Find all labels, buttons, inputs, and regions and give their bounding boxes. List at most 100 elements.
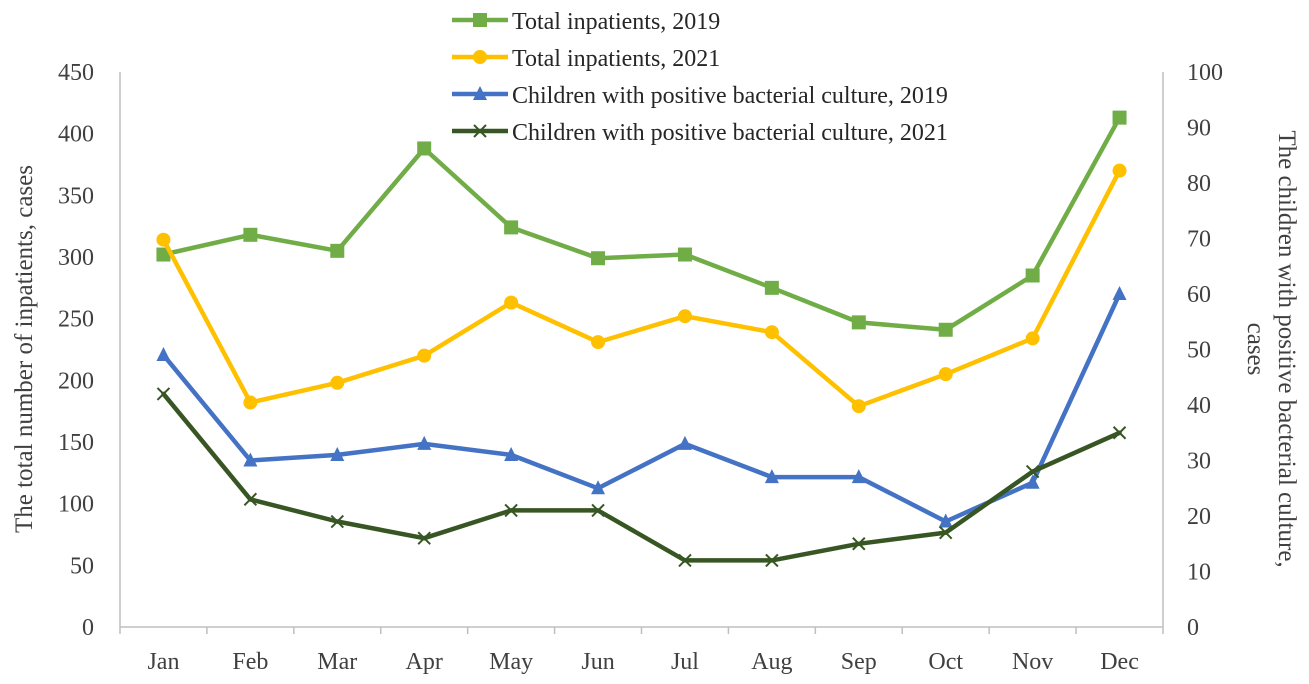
x-tick-label-jul: Jul [671, 649, 699, 675]
x-tick-label-nov: Nov [1012, 649, 1053, 675]
data-point-children-with-positive-bacterial-culture-2021-nov [1025, 464, 1040, 479]
legend-item-total-inpatients-2021: Total inpatients, 2021 [452, 46, 720, 72]
data-point-children-with-positive-bacterial-culture-2019-nov [1025, 474, 1040, 489]
x-tick-label-jun: Jun [581, 649, 614, 675]
data-point-children-with-positive-bacterial-culture-2021-jun [591, 503, 605, 518]
right-y-tick-label-70: 70 [1187, 227, 1211, 253]
x-tick-label-oct: Oct [928, 649, 963, 675]
left-y-tick-label-400: 400 [58, 122, 94, 148]
right-y-tick-label-60: 60 [1187, 282, 1211, 308]
data-point-total-inpatients-2021-nov [1025, 331, 1040, 346]
data-point-total-inpatients-2019-may [504, 220, 519, 235]
data-point-total-inpatients-2021-jul [677, 309, 692, 324]
data-point-children-with-positive-bacterial-culture-2021-feb [243, 492, 258, 507]
series-line-total-inpatients-2019 [161, 115, 1122, 333]
right-axis-title-line-1: The children with positive bacterial cul… [1273, 130, 1300, 567]
data-point-total-inpatients-2019-aug [764, 280, 779, 295]
data-point-children-with-positive-bacterial-culture-2019-aug [764, 469, 779, 484]
data-point-children-with-positive-bacterial-culture-2021-jan [156, 387, 171, 401]
x-tick-label-aug: Aug [751, 649, 792, 675]
data-point-children-with-positive-bacterial-culture-2019-oct [938, 513, 953, 528]
data-point-total-inpatients-2019-dec [1112, 110, 1127, 125]
data-point-children-with-positive-bacterial-culture-2021-may [504, 503, 518, 518]
series-children-with-positive-bacterial-culture-2021 [156, 387, 1127, 568]
legend-item-children-with-positive-bacterial-culture-2019: Children with positive bacterial culture… [452, 83, 948, 109]
series-line-children-with-positive-bacterial-culture-2021 [161, 391, 1122, 563]
legend-label: Children with positive bacterial culture… [512, 120, 948, 146]
data-point-children-with-positive-bacterial-culture-2019-apr [417, 435, 432, 450]
left-y-tick-label-350: 350 [58, 183, 94, 209]
left-y-tick-label-0: 0 [82, 615, 94, 641]
data-point-children-with-positive-bacterial-culture-2019-jan [156, 347, 171, 362]
right-y-tick-label-50: 50 [1187, 338, 1211, 364]
data-point-total-inpatients-2019-jul [677, 247, 692, 262]
legend: Total inpatients, 2019 Total inpatients, … [452, 9, 948, 146]
x-tick-label-sep: Sep [841, 649, 877, 675]
data-point-total-inpatients-2019-mar [330, 243, 345, 258]
data-point-total-inpatients-2021-feb [243, 395, 258, 410]
left-y-tick-label-250: 250 [58, 307, 94, 333]
series-total-inpatients-2021 [156, 163, 1127, 414]
data-point-total-inpatients-2019-jan [156, 247, 171, 262]
legend-label: Total inpatients, 2021 [512, 46, 720, 72]
right-y-tick-label-20: 20 [1187, 504, 1211, 530]
series-children-with-positive-bacterial-culture-2019 [156, 286, 1127, 528]
data-point-children-with-positive-bacterial-culture-2021-mar [330, 514, 344, 529]
right-y-tick-label-10: 10 [1187, 560, 1211, 586]
data-point-total-inpatients-2021-may [504, 295, 519, 310]
data-point-children-with-positive-bacterial-culture-2021-apr [417, 531, 431, 545]
data-point-total-inpatients-2019-jun [591, 251, 606, 266]
data-point-children-with-positive-bacterial-culture-2021-dec [1112, 426, 1127, 440]
data-point-total-inpatients-2021-mar [330, 375, 345, 390]
left-y-tick-label-450: 450 [58, 60, 94, 86]
data-point-total-inpatients-2019-apr [417, 141, 432, 156]
data-point-children-with-positive-bacterial-culture-2019-sep [851, 469, 866, 484]
right-y-tick-label-90: 90 [1187, 116, 1211, 142]
data-point-total-inpatients-2019-sep [851, 315, 866, 330]
data-point-children-with-positive-bacterial-culture-2019-jun [591, 480, 606, 495]
legend-marker [473, 50, 487, 64]
data-point-total-inpatients-2021-jun [591, 335, 606, 350]
right-axis-title-line-2: cases [1242, 323, 1269, 376]
data-point-total-inpatients-2019-feb [243, 227, 258, 242]
legend-marker [473, 86, 487, 100]
x-tick-label-apr: Apr [406, 649, 443, 675]
data-point-total-inpatients-2021-sep [851, 399, 866, 414]
data-point-children-with-positive-bacterial-culture-2019-feb [243, 452, 258, 467]
axes-layer: Jan Feb Mar Apr May Jun Jul Aug Sep Oct Nov Dec 0 50 1… [58, 60, 1223, 675]
series-layer [156, 110, 1127, 568]
left-y-tick-label-300: 300 [58, 245, 94, 271]
data-point-total-inpatients-2021-apr [417, 348, 432, 363]
series-line-total-inpatients-2021 [161, 168, 1122, 409]
legend-marker [473, 124, 487, 138]
data-point-children-with-positive-bacterial-culture-2021-sep [852, 537, 866, 551]
data-point-total-inpatients-2021-dec [1112, 163, 1127, 178]
legend-label: Total inpatients, 2019 [512, 9, 720, 35]
series-total-inpatients-2019 [156, 110, 1127, 337]
left-axis-title: The total number of inpatients, cases [11, 165, 38, 533]
x-tick-label-mar: Mar [317, 649, 357, 675]
right-y-tick-label-0: 0 [1187, 615, 1199, 641]
data-point-children-with-positive-bacterial-culture-2019-dec [1112, 286, 1127, 300]
data-point-total-inpatients-2021-oct [938, 367, 953, 382]
x-tick-label-dec: Dec [1100, 649, 1139, 675]
data-point-children-with-positive-bacterial-culture-2019-jul [677, 435, 692, 450]
data-point-children-with-positive-bacterial-culture-2021-oct [939, 525, 953, 540]
left-y-tick-label-100: 100 [58, 492, 94, 518]
left-y-tick-label-150: 150 [58, 430, 94, 456]
legend-item-children-with-positive-bacterial-culture-2021: Children with positive bacterial culture… [452, 120, 948, 146]
data-point-children-with-positive-bacterial-culture-2021-jul [678, 553, 692, 568]
data-point-total-inpatients-2019-nov [1025, 268, 1040, 283]
data-point-children-with-positive-bacterial-culture-2021-aug [765, 553, 779, 568]
data-point-children-with-positive-bacterial-culture-2019-mar [330, 446, 345, 461]
x-tick-label-jan: Jan [147, 649, 179, 675]
data-point-total-inpatients-2019-oct [938, 322, 953, 337]
data-point-children-with-positive-bacterial-culture-2019-may [504, 446, 519, 461]
legend-item-total-inpatients-2019: Total inpatients, 2019 [452, 9, 720, 35]
x-tick-label-may: May [489, 649, 533, 675]
legend-label: Children with positive bacterial culture… [512, 83, 948, 109]
data-point-total-inpatients-2021-jan [156, 232, 171, 247]
right-y-tick-label-40: 40 [1187, 393, 1211, 419]
